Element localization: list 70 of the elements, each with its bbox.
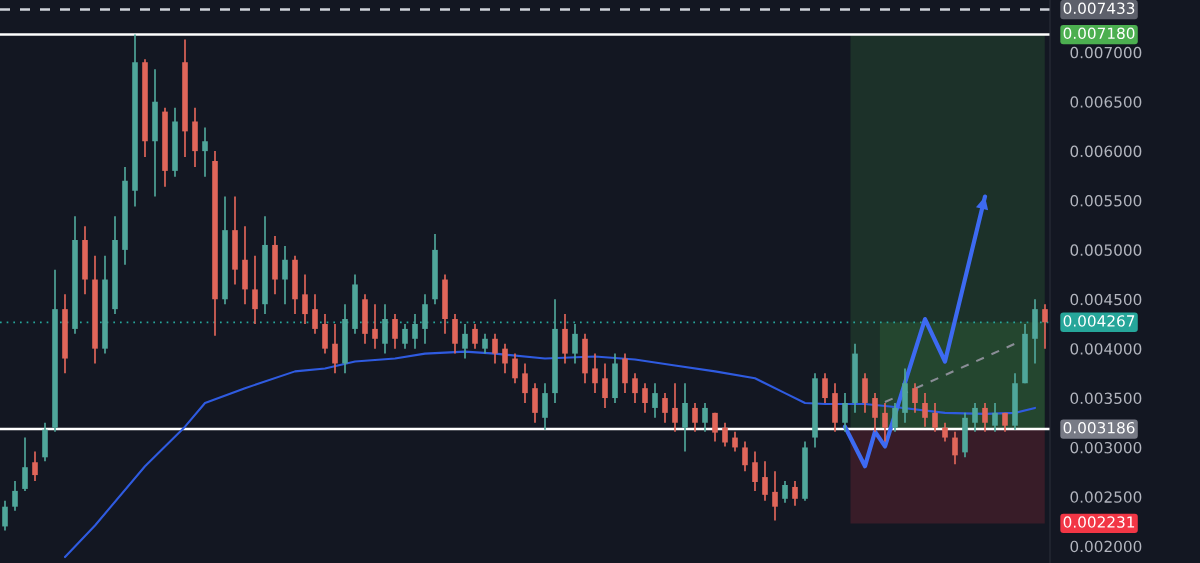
y-tick-label: 0.007000 (1070, 46, 1142, 59)
candlestick (782, 480, 788, 504)
candlestick (912, 382, 918, 414)
y-tick-label: 0.003500 (1070, 392, 1142, 405)
candlestick (732, 430, 738, 453)
candlestick (462, 323, 468, 360)
candlestick (402, 323, 408, 350)
candlestick (572, 323, 578, 365)
candlestick (742, 440, 748, 472)
candlestick (942, 421, 948, 443)
candlestick (982, 402, 988, 433)
ref-line-label: 0.003186 (1063, 421, 1135, 434)
candlestick (872, 392, 878, 433)
candlestick (882, 402, 888, 443)
candlestick (822, 372, 828, 404)
candlestick (842, 392, 848, 433)
candlestick (712, 412, 718, 443)
candlestick (772, 470, 778, 522)
y-tick-label: 0.006500 (1070, 96, 1142, 108)
candlestick (692, 402, 698, 433)
candlestick (652, 382, 658, 419)
candlestick (392, 313, 398, 350)
candlestick (702, 402, 708, 433)
candlestick (602, 362, 608, 409)
y-tick-label: 0.005500 (1070, 194, 1142, 207)
candlestick (312, 293, 318, 335)
y-tick-label: 0.002000 (1070, 540, 1142, 553)
candlestick (252, 254, 258, 325)
y-tick-label: 0.006000 (1070, 145, 1142, 158)
candlestick (492, 333, 498, 365)
candlestick (2, 499, 8, 532)
candlestick (632, 372, 638, 404)
candlestick (522, 362, 528, 404)
ref-line-label: 0.007180 (1063, 27, 1135, 39)
candlestick (482, 333, 488, 355)
candlestick (992, 402, 998, 433)
candlestick (892, 402, 898, 433)
candlestick (972, 402, 978, 433)
candlestick (592, 352, 598, 394)
candlestick (762, 460, 768, 502)
band-label: 0.002231 (1063, 516, 1135, 528)
candlestick (672, 382, 678, 433)
y-tick-label: 0.005000 (1070, 244, 1142, 256)
candlestick (22, 436, 28, 492)
candlestick (412, 313, 418, 350)
candlestick (302, 273, 308, 325)
candlestick (752, 450, 758, 492)
candlestick (932, 402, 938, 433)
candlestick (642, 382, 648, 414)
candlestick (722, 421, 728, 448)
y-tick-label: 0.004000 (1070, 343, 1142, 355)
candlestick (12, 480, 18, 512)
candlestick (922, 392, 928, 428)
candlestick (372, 303, 378, 350)
candlestick (32, 450, 38, 482)
candlestick (202, 126, 208, 178)
y-tick-label: 0.004500 (1070, 293, 1142, 306)
candlestick (662, 392, 668, 424)
candlestick (1042, 303, 1048, 350)
candlestick (282, 245, 288, 306)
y-tick-label: 0.003000 (1070, 441, 1142, 454)
ref-line-label: 0.004267 (1063, 315, 1135, 327)
candlestick (792, 480, 798, 507)
ref-line-label: 0.007433 (1063, 2, 1135, 15)
candlestick (502, 342, 508, 375)
y-tick-label: 0.002500 (1070, 491, 1142, 503)
candlestick (952, 430, 958, 466)
candlestick (472, 323, 478, 350)
candlestick (332, 323, 338, 375)
candlestick (512, 352, 518, 385)
